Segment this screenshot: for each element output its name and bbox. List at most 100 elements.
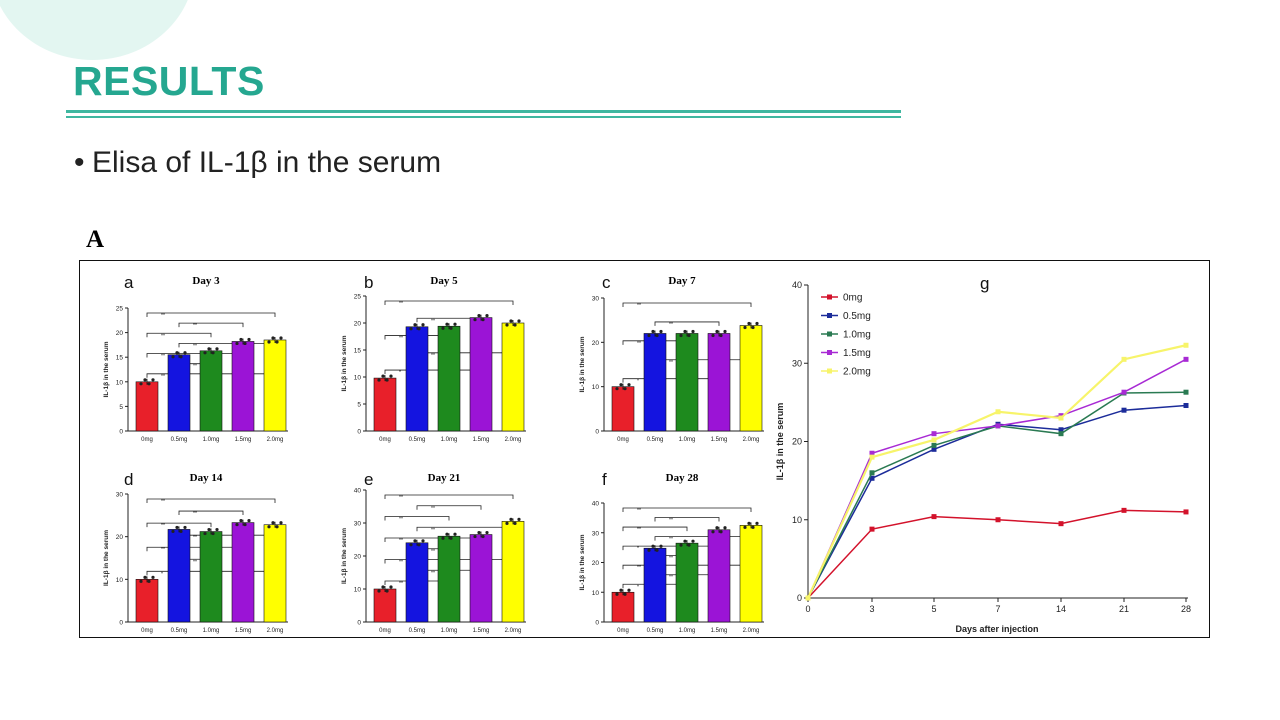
panel-g-legend-label-0.5mg: 0.5mg	[843, 311, 871, 322]
panel-g-legend-label-2.0mg: 2.0mg	[843, 367, 871, 378]
panel-e-xtick-label: 0mg	[379, 628, 391, 634]
panel-b-ylabel: IL-1β in the serum	[341, 335, 348, 391]
figure-frame: a Day 3 0 5 10 15 20 25 IL-1β in the serum ** ** **…	[79, 260, 1210, 638]
panel-a-xtick-label: 0.5mg	[171, 437, 188, 443]
panel-c-sig-label: **	[669, 360, 673, 366]
panel-c-bar-1.5mg	[707, 333, 731, 432]
panel-c-datapoint	[647, 333, 651, 338]
panel-f-bar-2.0mg	[739, 525, 763, 623]
panel-f-bar-1.0mg	[675, 542, 699, 623]
panel-g-marker-0.5mg	[869, 475, 875, 481]
panel-d-sig-label: **	[161, 523, 165, 529]
panel-a-ytick-label: 15	[116, 355, 124, 362]
panel-g-marker-0.5mg	[1058, 427, 1064, 433]
panel-b-datapoint	[505, 323, 509, 327]
panel-d-xtick-label: 0mg	[141, 628, 153, 634]
panel-f-datapoint	[711, 530, 715, 534]
panel-d-datapoint	[211, 531, 215, 536]
panel-b-bar-0mg	[373, 377, 397, 432]
panel-g-legend-marker-0mg	[827, 294, 832, 300]
panel-d-datapoint	[151, 575, 155, 579]
panel-e-xtick-label: 1.0mg	[441, 628, 458, 634]
panel-a-xtick-label: 1.0mg	[203, 437, 220, 443]
panel-b-bar-1.5mg	[469, 317, 493, 432]
panel-c-ytick-label: 10	[592, 384, 600, 391]
panel-g-legend-label-1.0mg: 1.0mg	[843, 330, 871, 341]
panel-g-marker-0.5mg	[931, 446, 937, 452]
panel-d-bar-1.5mg	[231, 522, 255, 623]
panel-c-xtick-label: 0mg	[617, 437, 629, 443]
panel-c-ytick-label: 20	[592, 340, 600, 347]
panel-b-ytick-label: 15	[354, 348, 362, 355]
panel-d-xtick-label: 2.0mg	[267, 628, 284, 634]
panel-g-ytick-label: 0	[797, 593, 802, 603]
panel-c-bar-0.5mg	[643, 333, 667, 432]
panel-f-ytick-label: 20	[592, 560, 600, 567]
panel-d-datapoint	[171, 529, 175, 534]
panel-g-marker-1.5mg	[995, 423, 1001, 429]
panel-a-datapoint	[147, 382, 151, 386]
panel-c-datapoint	[679, 333, 683, 338]
panel-g-xtick-label: 21	[1119, 604, 1129, 614]
panel-b-sig-label: **	[431, 353, 435, 359]
panel-a-title: Day 3	[192, 275, 220, 287]
panel-e-datapoint	[505, 521, 509, 525]
panel-e-sig-label: **	[399, 495, 403, 501]
panel-b-sig-bracket	[384, 300, 514, 305]
panel-e-bar-1.5mg	[469, 534, 493, 623]
panel-e-datapoint	[509, 517, 513, 521]
panel-g-marker-1.5mg	[1121, 389, 1127, 395]
panel-e-sig-bracket	[416, 505, 482, 510]
panel-f-datapoint	[623, 592, 627, 596]
panel-b-datapoint	[477, 314, 481, 318]
panel-g-marker-1.0mg	[1058, 431, 1064, 437]
panel-b-datapoint	[421, 323, 425, 327]
panel-d-bar-0mg	[135, 579, 159, 623]
panel-b-datapoint	[453, 322, 457, 326]
panel-b-ytick-label: 10	[354, 375, 362, 382]
panel-c-datapoint	[655, 333, 659, 338]
panel-f-xtick-label: 0mg	[617, 628, 629, 634]
panel-f-xtick-label: 1.5mg	[711, 628, 728, 634]
panel-d-datapoint	[235, 522, 239, 527]
panel-d-datapoint	[275, 525, 279, 529]
panel-b-datapoint	[485, 314, 489, 318]
panel-a-xtick-label: 2.0mg	[267, 437, 284, 443]
panel-f-ytick-label: 10	[592, 590, 600, 597]
panel-d-datapoint	[239, 518, 243, 523]
panel-b-datapoint	[389, 374, 393, 378]
panel-g-xtick-label: 0	[805, 604, 810, 614]
panel-b-ytick-label: 20	[354, 321, 362, 328]
panel-g-legend-label-1.5mg: 1.5mg	[843, 348, 871, 359]
panel-c-datapoint	[623, 387, 627, 391]
panel-e-ytick-label: 30	[354, 521, 362, 528]
panel-g-marker-2.0mg	[1121, 356, 1127, 362]
panel-f-sig-label: **	[637, 565, 641, 571]
panel-c-datapoint	[747, 321, 751, 326]
panel-b-datapoint	[409, 327, 413, 331]
panel-e-sig-label: **	[399, 517, 403, 523]
panel-c-datapoint	[715, 329, 719, 334]
panel-e-sig-bracket	[384, 516, 450, 521]
panel-d-ytick-label: 0	[119, 620, 123, 627]
panel-d-ytick-label: 10	[116, 577, 124, 584]
panel-e-letter: e	[364, 470, 373, 489]
panel-d-datapoint	[147, 579, 151, 583]
panel-e-datapoint	[513, 521, 517, 525]
panel-a-sig-bracket	[146, 312, 276, 317]
panel-d-title: Day 14	[190, 472, 223, 484]
panel-e-title: Day 21	[428, 472, 461, 484]
panel-c-datapoint	[755, 321, 759, 326]
panel-c-datapoint	[723, 329, 727, 334]
panel-g-marker-0.5mg	[1121, 407, 1127, 413]
panel-d-bar-0.5mg	[167, 529, 191, 623]
panel-g-xtick-label: 28	[1181, 604, 1191, 614]
panel-b-ytick-label: 25	[354, 294, 362, 301]
panel-e-datapoint	[413, 539, 417, 543]
panel-c-sig-label: *	[637, 379, 639, 385]
panel-a-sig-label: **	[193, 343, 197, 349]
panel-a-ylabel: IL-1β in the serum	[103, 341, 110, 397]
panel-f-sig-label: *	[637, 546, 639, 552]
panel-f-datapoint	[679, 543, 683, 547]
